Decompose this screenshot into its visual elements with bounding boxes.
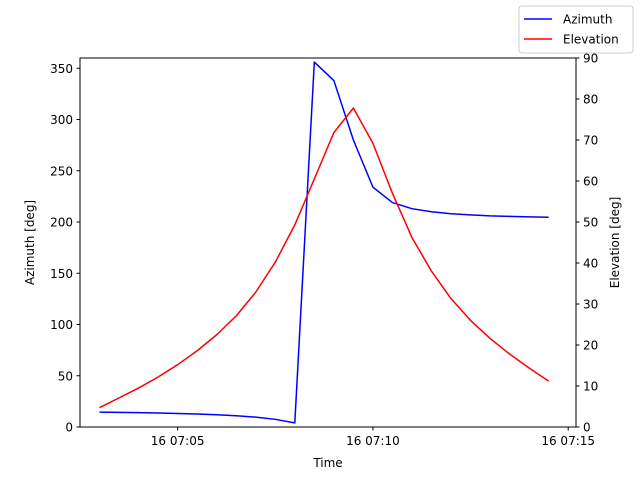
y-left-tick-label: 50 [58,369,73,383]
y-right-tick-label: 50 [583,216,598,230]
y-right-tick-label: 20 [583,339,598,353]
y-left-tick-label: 100 [50,318,73,332]
y-left-tick-label: 150 [50,267,73,281]
x-axis-ticks: 16 07:05 16 07:10 16 07:15 [151,427,595,448]
y-left-tick-label: 0 [65,421,73,435]
legend: Azimuth Elevation [518,5,634,54]
series-line-elevation [99,107,550,409]
x-tick-label: 16 07:05 [151,434,205,448]
x-tick-label: 16 07:15 [541,434,595,448]
legend-label-elevation: Elevation [563,33,619,47]
y-right-tick-label: 30 [583,298,598,312]
y-right-tick-label: 80 [583,93,598,107]
y-right-tick-label: 10 [583,380,598,394]
legend-frame [518,5,634,54]
y-left-tick-label: 300 [50,113,73,127]
y-right-tick-label: 70 [583,134,598,148]
y-right-tick-label: 90 [583,52,598,66]
y-left-tick-label: 350 [50,62,73,76]
y-right-axis-label: Elevation [deg] [608,197,622,289]
y-left-axis-label: Azimuth [deg] [23,200,37,285]
x-axis-label: Time [312,456,342,470]
y-left-axis-ticks: 0 50 100 150 200 250 300 350 [50,62,80,435]
y-right-tick-label: 0 [583,421,591,435]
series-line-azimuth [99,61,549,424]
y-right-tick-label: 60 [583,175,598,189]
y-right-tick-label: 40 [583,257,598,271]
axes-frame [79,57,577,428]
x-tick-label: 16 07:10 [346,434,400,448]
plot-lines [99,61,550,424]
legend-label-azimuth: Azimuth [563,13,612,27]
y-left-tick-label: 250 [50,164,73,178]
y-left-tick-label: 200 [50,216,73,230]
y-right-axis-ticks: 0 10 20 30 40 50 60 70 80 90 [576,52,598,435]
